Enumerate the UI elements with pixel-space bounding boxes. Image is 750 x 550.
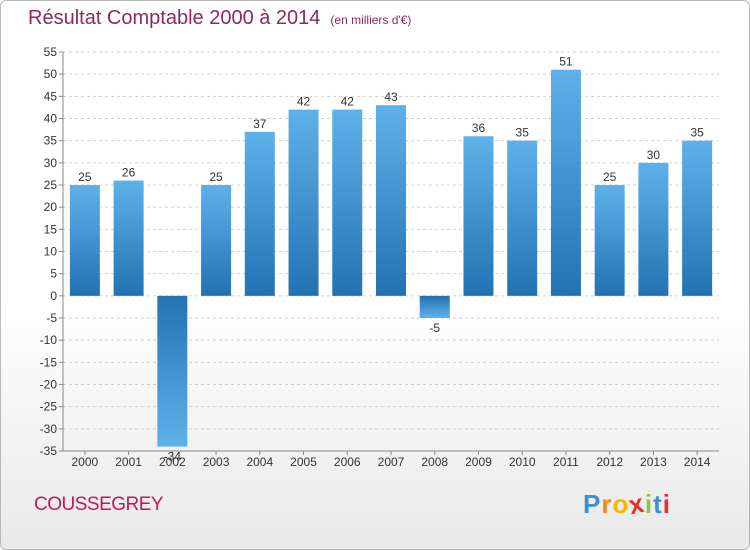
logo-letter: i [662,489,671,519]
x-tick-label-2002: 2002 [159,455,186,469]
y-tick-label: -10 [40,333,58,347]
x-tick-label-2013: 2013 [640,455,667,469]
y-tick-label: -5 [46,311,57,325]
y-tick-label: 35 [44,134,58,148]
y-tick-label: 30 [44,156,58,170]
axes: 5550454035302520151050-5-10-15-20-25-30-… [40,45,719,469]
data-label-2012: 25 [603,170,617,184]
x-tick-label-2007: 2007 [378,455,405,469]
data-label-2006: 42 [341,95,355,109]
data-label-2007: 43 [384,90,398,104]
bar-2013 [638,162,669,296]
chart-title-text: Résultat Comptable 2000 à 2014 [28,7,321,29]
y-tick-label: 45 [44,89,58,103]
x-tick-label-2000: 2000 [72,455,99,469]
data-label-2010: 35 [516,126,530,140]
data-label-2013: 30 [647,148,661,162]
bar-2010 [507,140,538,296]
y-tick-label: -25 [40,400,58,414]
y-tick-label: 50 [44,67,58,81]
bar-2007 [376,105,406,296]
bar-2003 [201,185,232,296]
bar-2002 [157,295,188,447]
y-tick-label: -20 [40,378,58,392]
x-tick-label-2008: 2008 [421,455,448,469]
bar-2001 [113,180,144,296]
bar-2000 [69,185,100,296]
y-tick-label: -30 [40,422,58,436]
x-tick-label-2010: 2010 [509,455,536,469]
y-tick-label: 0 [50,289,57,303]
bar-2008 [419,295,450,318]
x-tick-label-2004: 2004 [246,455,273,469]
bars [69,69,713,447]
bar-2009 [463,136,494,296]
y-tick-label: 25 [44,178,58,192]
x-tick-label-2003: 2003 [203,455,230,469]
bar-2006 [332,109,363,296]
bar-2005 [288,109,319,296]
y-tick-label: 15 [44,222,58,236]
bar-2004 [244,131,275,296]
logo-letter: t [653,489,663,519]
x-tick-label-2014: 2014 [684,455,711,469]
data-label-2014: 35 [690,126,704,140]
data-label-2004: 37 [253,117,267,131]
data-label-2003: 25 [209,170,223,184]
bar-2012 [594,185,625,296]
y-tick-label: 10 [44,245,58,259]
y-tick-label: 40 [44,112,58,126]
proxiti-logo[interactable]: Proxiti [583,488,671,521]
x-tick-label-2001: 2001 [115,455,142,469]
data-labels: 25 26 -34 25 37 42 42 43 -5 36 35 51 25 30 35 [78,55,704,464]
data-label-2008: -5 [429,321,440,335]
x-tick-label-2011: 2011 [553,455,579,469]
y-tick-label: 5 [50,267,57,281]
x-tick-label-2009: 2009 [465,455,492,469]
x-tick-label-2005: 2005 [290,455,317,469]
data-label-2001: 26 [122,166,136,180]
x-tick-label-2006: 2006 [334,455,361,469]
data-label-2000: 25 [78,170,92,184]
data-label-2002: -34 [164,450,182,464]
logo-letter: o [612,489,630,519]
bar-2014 [682,140,713,296]
logo-letter: r [601,489,613,519]
x-tick-label-2012: 2012 [596,455,623,469]
y-tick-label: 55 [44,45,58,59]
data-label-2009: 36 [472,121,486,135]
bar-2011 [550,69,581,296]
logo-letter: P [583,489,602,519]
logo-letter: i [644,489,654,519]
data-label-2011: 51 [559,55,573,69]
y-tick-label: -35 [40,444,58,458]
data-label-2005: 42 [297,95,311,109]
y-tick-label: 20 [44,200,58,214]
chart-title: Résultat Comptable 2000 à 2014 (en millie… [28,7,411,30]
chart-subtitle: (en milliers d'€) [330,13,412,27]
commune-name: COUSSEGREY [34,494,164,515]
y-tick-label: -15 [40,355,58,369]
